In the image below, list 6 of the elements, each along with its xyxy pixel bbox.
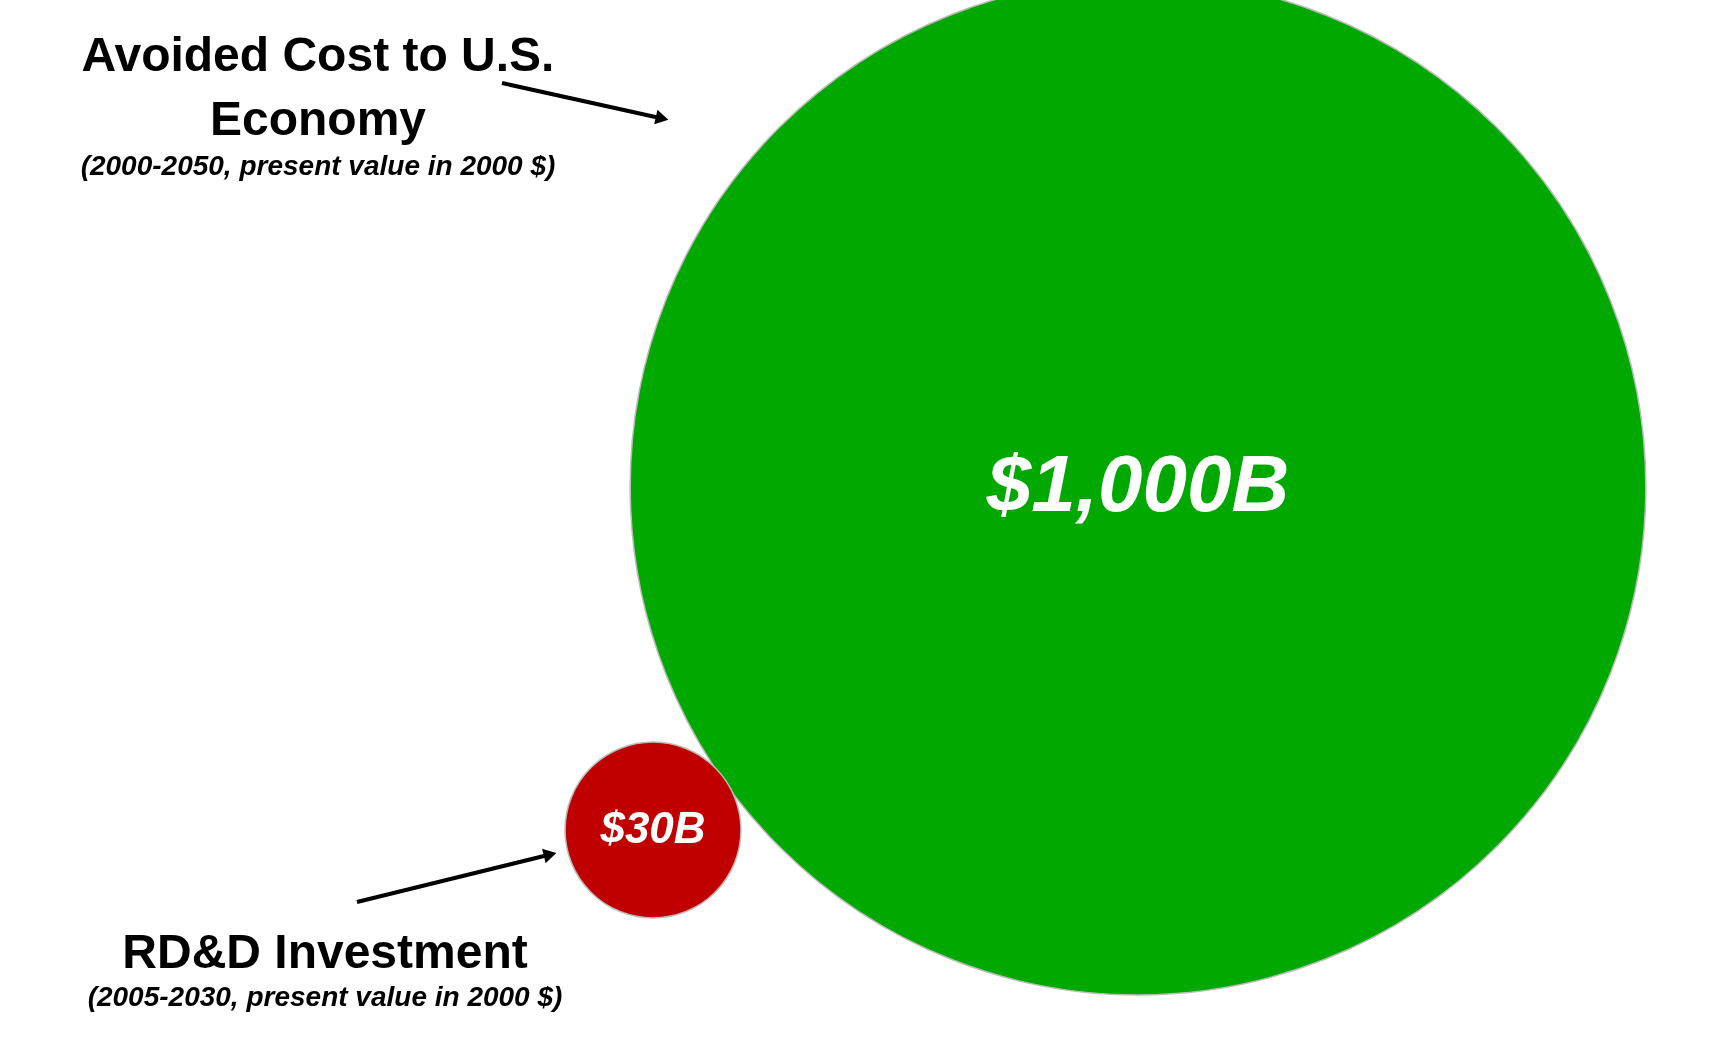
data-label: $30B (599, 803, 706, 852)
category-label: RD&D Investment (122, 925, 528, 978)
category-label: Avoided Cost to U.S. Economy (81, 28, 555, 145)
text: (2000-2050, present value in 2000 $) (80, 150, 556, 181)
data-label: $1,000B (985, 439, 1290, 528)
text: (2005-2030, present value in 2000 $) (87, 981, 563, 1012)
